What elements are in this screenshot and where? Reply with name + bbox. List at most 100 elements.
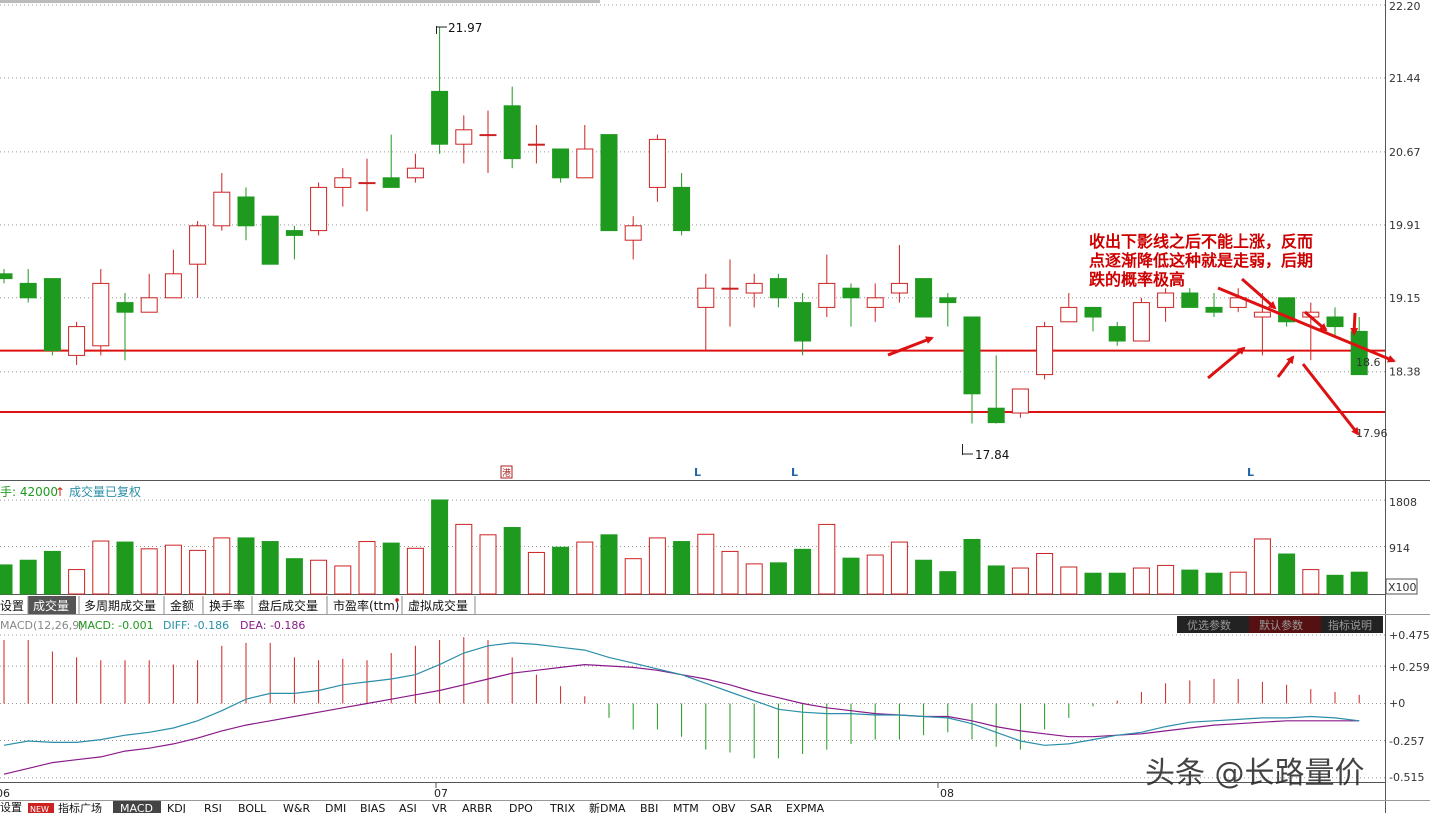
price-tick-label: 19.15 — [1389, 292, 1421, 305]
arrow-icon — [887, 336, 934, 357]
candlesticks — [0, 27, 1368, 424]
btn-bg — [1177, 616, 1249, 633]
volume-bar — [92, 540, 110, 595]
indicator-tab-bar: 设置 NEW 指标广场 MACD KDJ RSI BOLL W&R DMI BI… — [0, 801, 825, 813]
candle — [406, 153, 424, 183]
candle-body — [237, 196, 255, 227]
tab-kdj[interactable]: KDJ — [167, 802, 186, 813]
time-label: 06 — [0, 787, 10, 800]
volume-header: 手: 42000 — [0, 485, 58, 499]
tab-volume[interactable]: 成交量 — [33, 598, 69, 613]
tab-new-dma[interactable]: 新DMA — [589, 801, 626, 813]
price-tick-label: 21.44 — [1389, 72, 1421, 85]
volume-bar — [285, 558, 303, 595]
candle — [503, 86, 521, 169]
candle-body — [1350, 330, 1368, 376]
tab-sar[interactable]: SAR — [750, 802, 773, 813]
volume-bar — [866, 554, 884, 595]
volume-tab-bar: 设置 成交量 多周期成交量 金额 换手率 盘后成交量 市盈率(ttm) 虚拟成交… — [0, 596, 476, 614]
event-marker-glyph: 港 — [502, 467, 511, 479]
candle — [769, 273, 787, 308]
candle — [527, 125, 545, 164]
volume-bar — [1302, 569, 1320, 595]
tab-indicator-square[interactable]: 指标广场 — [58, 801, 102, 813]
volume-bar — [43, 550, 61, 595]
watermark: 头条 @长路量价 — [1145, 756, 1365, 791]
tab-settings[interactable]: 设置 — [0, 599, 24, 613]
candle-body — [68, 326, 86, 356]
default-params-button[interactable]: 默认参数 — [1259, 618, 1303, 632]
candle-body — [455, 129, 473, 145]
candle-body — [503, 105, 521, 160]
tab-asi[interactable]: ASI — [399, 802, 417, 813]
support-lines — [0, 349, 1385, 414]
volume-bar — [890, 541, 908, 595]
tab-macd[interactable]: MACD — [120, 802, 153, 813]
tab-vr[interactable]: VR — [432, 802, 448, 813]
candle-body — [1132, 302, 1150, 342]
tab-dmi[interactable]: DMI — [325, 802, 346, 813]
volume-bar — [1084, 572, 1102, 595]
macd-axis-tick: -0.515 — [1389, 771, 1424, 784]
candle — [1108, 321, 1126, 346]
tab-bbi[interactable]: BBI — [640, 802, 658, 813]
tab-after-hours-volume[interactable]: 盘后成交量 — [258, 598, 318, 613]
tab-arbr[interactable]: ARBR — [462, 802, 493, 813]
tab-rsi[interactable]: RSI — [204, 802, 222, 813]
candle-body — [285, 230, 303, 236]
tab-trix[interactable]: TRIX — [549, 802, 576, 813]
tab-wr[interactable]: W&R — [283, 802, 310, 813]
low-annotation: 17.84 — [962, 444, 1009, 462]
tab-dpo[interactable]: DPO — [509, 802, 533, 813]
tab-obv[interactable]: OBV — [712, 802, 736, 813]
tab-bias[interactable]: BIAS — [360, 802, 385, 813]
tab-expma[interactable]: EXPMA — [786, 802, 825, 813]
analysis-callout: 收出下影线之后不能上涨，反而 点逐渐降低这种就是走弱，后期 跌的概率极高 — [1089, 232, 1313, 289]
candle — [576, 125, 594, 179]
arrow-icon — [1217, 286, 1396, 363]
candle-body — [1108, 326, 1126, 342]
volume-bar — [189, 549, 207, 595]
volume-axis-tick: 1808 — [1389, 496, 1417, 509]
high-annotation: 21.97 — [436, 21, 482, 35]
indicator-help-button[interactable]: 指标说明 — [1328, 618, 1372, 632]
price-axis: 22.20 21.44 20.67 19.91 19.15 18.38 — [1389, 0, 1421, 379]
volume-bar — [382, 542, 400, 595]
tab-multi-period-volume[interactable]: 多周期成交量 — [84, 598, 156, 613]
candle-body — [624, 225, 642, 241]
tab-pe-ttm[interactable]: 市盈率(ttm) — [333, 598, 399, 613]
candle-body — [818, 282, 836, 308]
volume-bar — [624, 558, 642, 595]
preferred-params-button[interactable]: 优选参数 — [1187, 618, 1231, 632]
high-price-label: 21.97 — [448, 21, 482, 35]
volume-bar — [1036, 552, 1054, 595]
tab-boll[interactable]: BOLL — [238, 802, 267, 813]
tab-mtm[interactable]: MTM — [673, 802, 699, 813]
tab-amount[interactable]: 金额 — [170, 598, 194, 613]
volume-bar — [963, 538, 981, 595]
volume-bar — [552, 546, 570, 595]
candle-body — [431, 90, 449, 145]
tab-virtual-volume[interactable]: 虚拟成交量 — [408, 598, 468, 613]
candle — [19, 269, 37, 303]
candle — [552, 148, 570, 183]
btn-bg — [1321, 616, 1383, 633]
price-tick-label: 22.20 — [1389, 0, 1421, 13]
tab-turnover[interactable]: 换手率 — [209, 598, 245, 613]
volume-bar — [213, 537, 231, 595]
candle — [963, 316, 981, 424]
candle-body — [334, 177, 352, 188]
candle-body — [697, 287, 715, 308]
volume-bar — [1326, 574, 1344, 595]
candle-body — [987, 407, 1005, 424]
volume-unit-box — [1385, 578, 1418, 595]
dea-value: DEA: -0.186 — [240, 619, 305, 632]
candle-body — [527, 143, 545, 146]
new-badge: NEW — [30, 805, 49, 813]
event-marker-icon[interactable] — [500, 465, 513, 479]
candle — [479, 110, 497, 173]
tab-settings-bottom[interactable]: 设置 — [0, 801, 22, 813]
volume-bar — [116, 541, 134, 595]
candle — [1036, 321, 1054, 380]
